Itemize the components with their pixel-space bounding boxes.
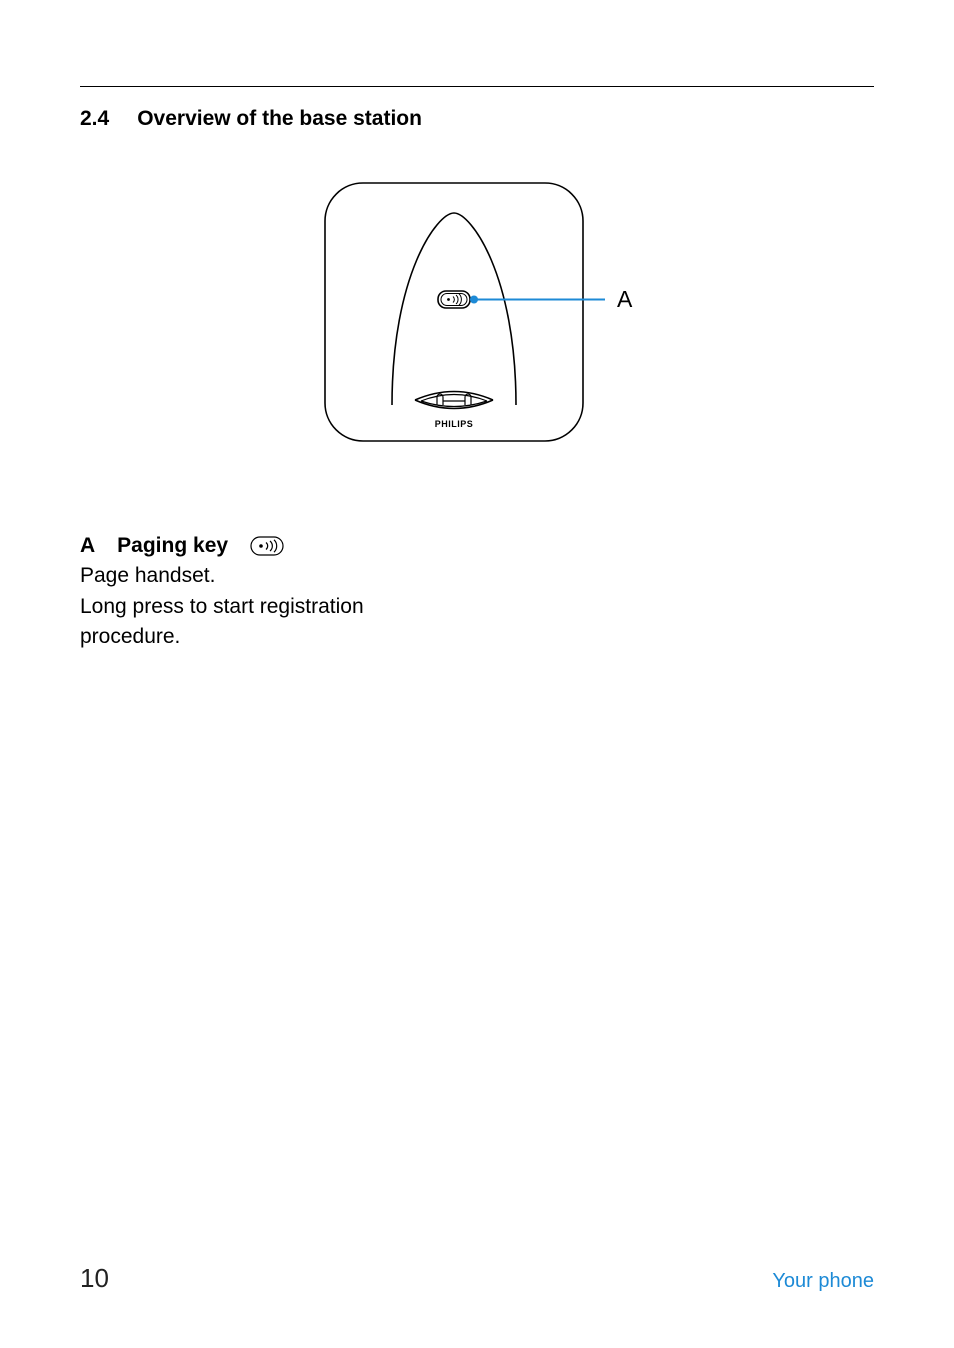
legend: A Paging key Page handset. Long press to…	[80, 531, 440, 653]
section-heading: 2.4 Overview of the base station	[80, 107, 874, 131]
base-station-figure: A PHILIPS	[80, 175, 874, 475]
section-number: 2.4	[80, 107, 109, 131]
cradle-outline	[392, 213, 516, 405]
manual-page: 2.4 Overview of the base station A	[0, 0, 954, 1348]
page-number: 10	[80, 1263, 109, 1294]
footer-section-label: Your phone	[772, 1270, 874, 1293]
page-footer: 10 Your phone	[80, 1263, 874, 1294]
section-title: Overview of the base station	[137, 107, 422, 131]
legend-body-line2: Long press to start registration	[80, 592, 440, 622]
paging-key-button	[438, 291, 470, 308]
legend-body-line1: Page handset.	[80, 561, 440, 591]
brand-label: PHILIPS	[435, 419, 474, 429]
legend-body-line3: procedure.	[80, 622, 440, 652]
base-outer-shell	[325, 183, 583, 441]
legend-letter: A	[80, 531, 95, 561]
charging-contacts	[415, 392, 493, 409]
callout-label: A	[617, 286, 633, 312]
base-station-svg: A PHILIPS	[297, 175, 657, 475]
legend-title-row: A Paging key	[80, 531, 440, 561]
top-rule	[80, 86, 874, 87]
paging-key-icon	[250, 536, 284, 556]
legend-title: Paging key	[117, 531, 228, 561]
